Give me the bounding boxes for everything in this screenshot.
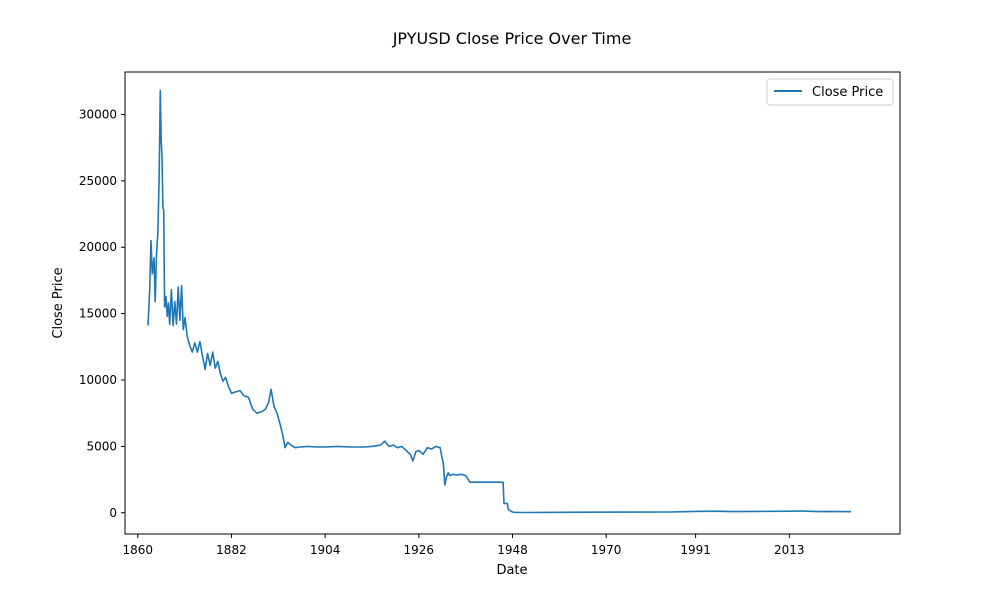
y-tick-label: 30000 <box>79 107 117 121</box>
series-layer <box>147 89 852 514</box>
y-tick-label: 25000 <box>79 174 117 188</box>
y-tick-label: 20000 <box>79 240 117 254</box>
series-line-close-price <box>147 89 852 514</box>
y-axis-label: Close Price <box>51 267 66 338</box>
x-tick-label: 1926 <box>404 543 435 557</box>
y-axis: 0 5000 10000 15000 20000 25000 30000 <box>79 107 125 520</box>
x-tick-label: 1860 <box>123 543 154 557</box>
x-tick-label: 2013 <box>774 543 805 557</box>
x-axis: 1860 1882 1904 1926 1948 1970 1991 2013 <box>123 534 805 557</box>
y-tick-label: 0 <box>109 506 117 520</box>
legend: Close Price <box>766 78 894 106</box>
legend-label: Close Price <box>812 85 883 100</box>
x-tick-label: 1991 <box>680 543 711 557</box>
y-tick-label: 15000 <box>79 307 117 321</box>
x-axis-label: Date <box>496 563 527 578</box>
y-tick-label: 10000 <box>79 373 117 387</box>
y-tick-label: 5000 <box>86 439 117 453</box>
x-tick-label: 1948 <box>497 543 528 557</box>
chart-title: JPYUSD Close Price Over Time <box>392 29 632 48</box>
x-tick-label: 1904 <box>310 543 341 557</box>
x-tick-label: 1970 <box>591 543 622 557</box>
x-tick-label: 1882 <box>216 543 247 557</box>
legend-box <box>766 78 894 106</box>
